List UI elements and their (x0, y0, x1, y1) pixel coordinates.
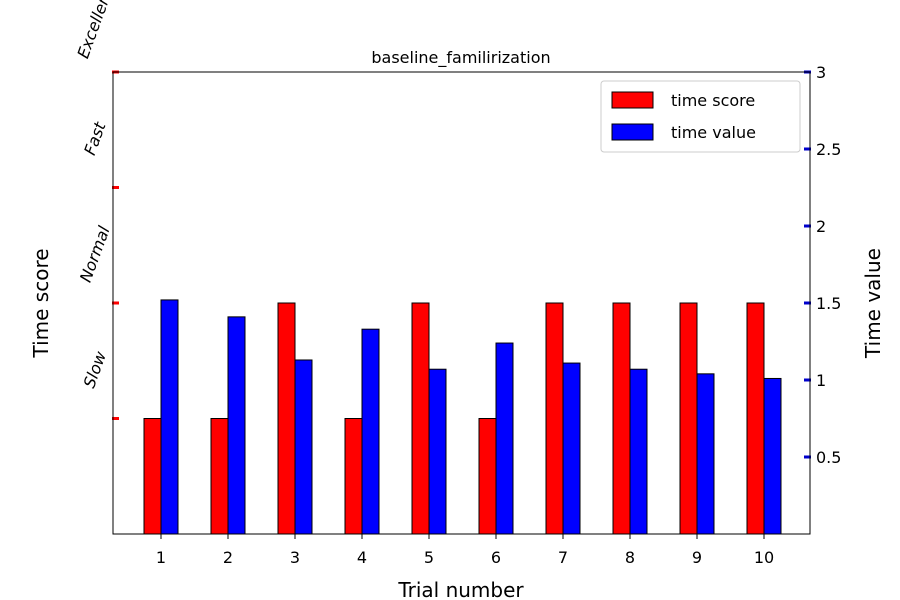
legend: time score time value (600, 80, 801, 153)
left-axis-label: Time score (29, 248, 53, 358)
legend-label-time-score: time score (671, 91, 755, 110)
bar-time-value-10 (763, 377, 782, 535)
bar-time-score-3 (277, 302, 296, 535)
bars-layer (143, 299, 782, 535)
bar-time-score-8 (612, 302, 631, 535)
bar-time-value-9 (696, 373, 715, 535)
bar-time-score-7 (545, 302, 564, 535)
legend-label-time-value: time value (671, 123, 756, 142)
x-tick-label: 7 (558, 548, 568, 567)
x-tick-label: 10 (754, 548, 774, 567)
right-tick-label: 2 (816, 217, 826, 236)
bar-time-value-2 (227, 316, 246, 535)
right-axis-label: Time value (861, 248, 885, 359)
x-tick-label: 2 (223, 548, 233, 567)
x-tick-label: 1 (156, 548, 166, 567)
bar-time-value-5 (428, 368, 447, 535)
bar-time-value-8 (629, 368, 648, 535)
right-tick-label: 1 (816, 371, 826, 390)
legend-swatch-time-value (611, 123, 654, 141)
right-tick-label: 2.5 (816, 140, 841, 159)
x-axis: 1 2 3 4 5 6 7 8 9 10 (156, 534, 774, 567)
x-tick-label: 5 (424, 548, 434, 567)
bar-time-value-7 (562, 362, 581, 535)
bar-time-score-10 (746, 302, 765, 535)
right-tick-label: 3 (816, 63, 826, 82)
bar-time-score-1 (143, 418, 162, 535)
plot-frame (112, 71, 811, 535)
x-tick-label: 3 (290, 548, 300, 567)
x-axis-label: Trial number (397, 578, 524, 600)
bar-time-value-6 (495, 342, 514, 535)
bar-time-value-1 (160, 299, 179, 535)
x-tick-label: 4 (357, 548, 367, 567)
bar-time-score-4 (344, 418, 363, 535)
bar-time-value-4 (361, 328, 380, 535)
x-tick-label: 6 (491, 548, 501, 567)
x-tick-label: 9 (692, 548, 702, 567)
bar-time-score-5 (411, 302, 430, 535)
right-axis: 0.5 1 1.5 2 2.5 3 (804, 63, 841, 467)
right-tick-label: 0.5 (816, 448, 841, 467)
chart-title: baseline_familirization (371, 48, 550, 68)
x-tick-label: 8 (625, 548, 635, 567)
bar-time-score-6 (478, 418, 497, 535)
bar-time-value-3 (294, 359, 313, 535)
bar-time-score-9 (679, 302, 698, 535)
legend-swatch-time-score (611, 91, 654, 109)
right-tick-label: 1.5 (816, 294, 841, 313)
bar-time-score-2 (210, 418, 229, 535)
